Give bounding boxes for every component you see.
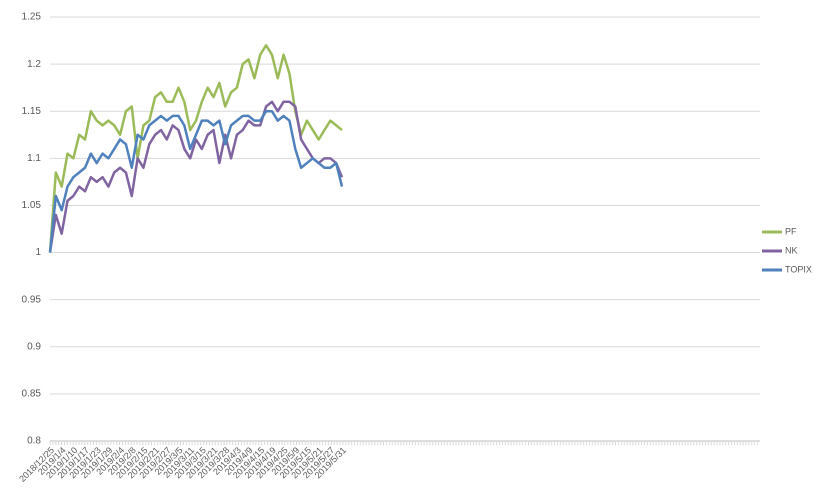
series-line [48,109,344,253]
y-tick-label: 0.95 [22,294,42,305]
legend-label: NK [785,245,798,255]
y-tick-label: 1.15 [22,106,42,117]
y-tick-label: 0.8 [27,436,41,447]
series-line [48,100,344,253]
y-tick-label: 0.85 [22,389,42,400]
y-tick-label: 1.2 [27,59,41,70]
y-tick-label: 1.1 [27,153,41,164]
legend-label: TOPIX [785,264,812,274]
series-line [48,44,343,253]
y-tick-label: 1.25 [22,12,42,23]
y-tick-label: 1.05 [22,200,42,211]
y-tick-label: 1 [35,247,41,258]
y-tick-label: 0.9 [27,341,41,352]
legend-label: PF [785,226,797,236]
